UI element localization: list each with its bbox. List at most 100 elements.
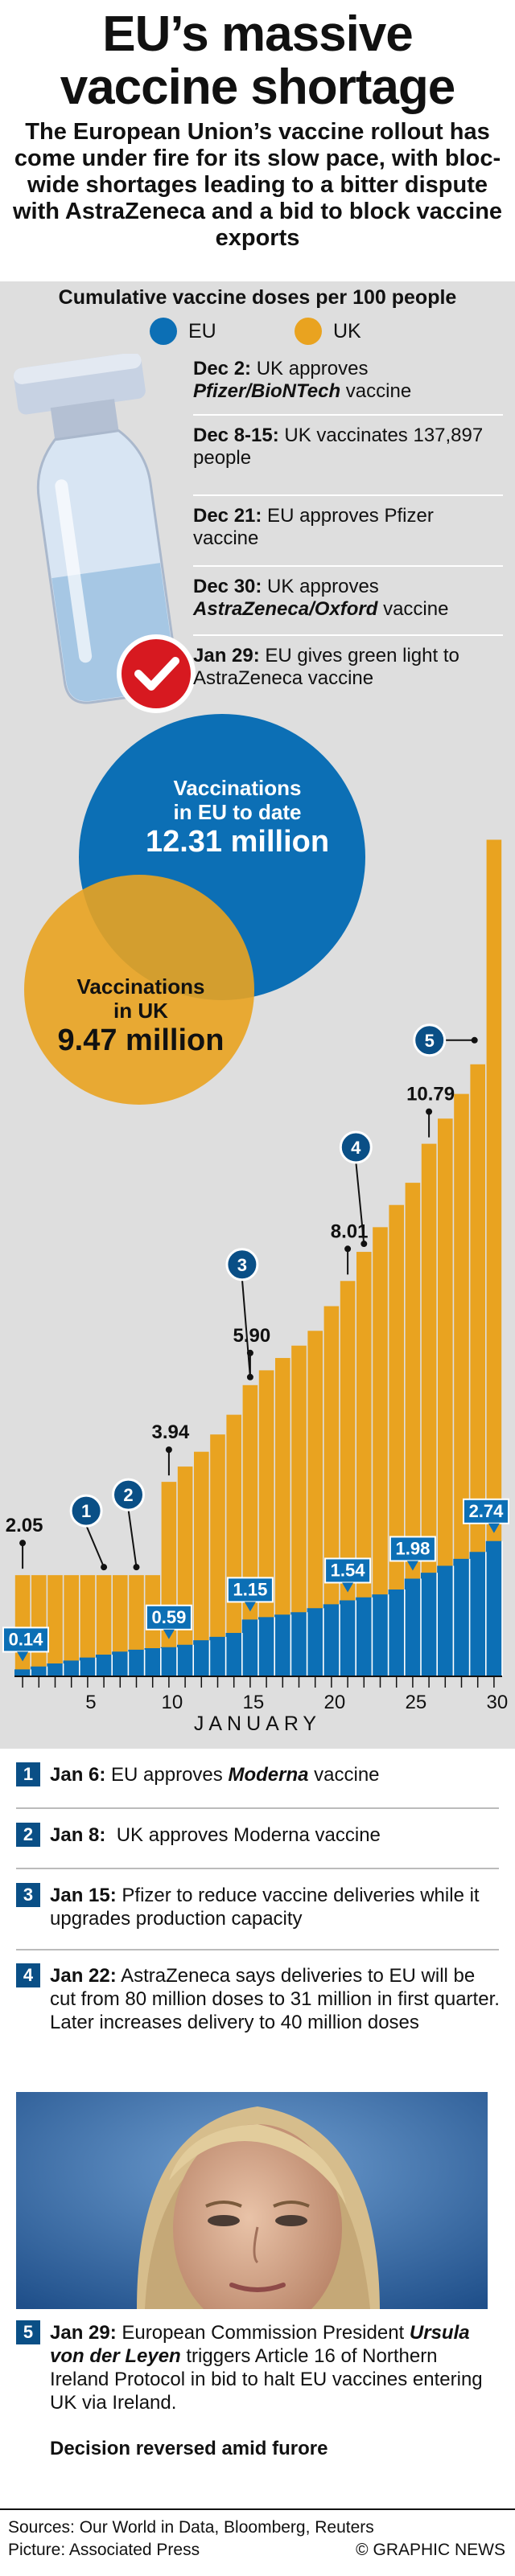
eu-label-box: [2, 1626, 49, 1653]
eu-vaccinations-text: Vaccinations in EU to date 12.31 million: [145, 776, 330, 859]
annotation-4: 4 Jan 22: AstraZeneca says deliveries to…: [16, 1962, 500, 2066]
uk-bar-day-23: [373, 1227, 388, 1676]
x-tick-label: 20: [324, 1692, 346, 1713]
timeline-item-4: Dec 30: UK approves AstraZeneca/Oxford v…: [193, 576, 449, 620]
marker-dot: [246, 1373, 253, 1380]
marker-badge: [413, 1023, 447, 1057]
timeline-item-1: Dec 2: UK approves Pfizer/BioNTech vacci…: [193, 358, 412, 402]
legend-uk: UK: [295, 318, 361, 345]
marker-leader: [127, 1509, 138, 1568]
eu-label-pointer: [244, 1602, 256, 1612]
annotation-number-badge: 1: [16, 1762, 40, 1786]
marker-dot: [471, 1036, 478, 1044]
eu-value-label: 2.74: [469, 1501, 505, 1521]
uk-bar-day-28: [454, 1093, 469, 1676]
legend-uk-label: UK: [333, 319, 361, 343]
marker-number: 3: [237, 1255, 247, 1275]
eu-value-label: 1.98: [395, 1538, 430, 1558]
annotation-3: 3 Jan 15: Pfizer to reduce vaccine deliv…: [16, 1881, 499, 1933]
uk-bar-day-27: [438, 1118, 453, 1676]
uk-value-label: 3.94: [152, 1421, 190, 1443]
marker-dot: [101, 1564, 108, 1571]
uk-bar-day-4: [64, 1575, 79, 1676]
decision-note: Decision reversed amid furore: [50, 2438, 328, 2459]
vaccine-doses-chart: 510152025302.053.945.908.0110.7916.950.1…: [2, 839, 509, 1713]
sources: Sources: Our World in Data, Bloomberg, R…: [8, 2518, 374, 2537]
marker-badge: [339, 1130, 373, 1164]
timeline-item-3: Dec 21: EU approves Pfizer vaccine: [193, 505, 434, 549]
uk-bar-day-12: [194, 1451, 209, 1676]
uk-bar-day-3: [47, 1575, 63, 1676]
annotation-2: 2 Jan 8: UK approves Moderna vaccine: [16, 1821, 499, 1850]
annotation-divider: [16, 1868, 499, 1869]
x-tick-label: 10: [162, 1692, 183, 1713]
timeline-divider: [193, 634, 503, 636]
annotation-number-badge: 3: [16, 1883, 40, 1907]
timeline-divider: [193, 414, 503, 416]
marker-dot: [133, 1564, 140, 1571]
eu-value-label: 0.14: [9, 1629, 44, 1649]
timeline-divider: [193, 565, 503, 567]
uk-bar-day-17: [275, 1358, 290, 1676]
eu-label-pointer: [163, 1629, 175, 1639]
marker-number: 1: [81, 1501, 91, 1521]
eu-label-pointer: [406, 1561, 418, 1571]
marker-leader: [355, 1161, 365, 1245]
legend-uk-swatch: [295, 318, 322, 345]
annotation-number-badge: 2: [16, 1823, 40, 1847]
uk-bar-day-6: [96, 1575, 112, 1676]
uk-bar-day-20: [323, 1306, 340, 1676]
uk-bar-day-13: [210, 1434, 225, 1676]
eu-label-box: [145, 1604, 192, 1631]
annotation-1: 1 Jan 6: EU approves Moderna vaccine: [16, 1761, 499, 1790]
uk-label-dot: [426, 1108, 433, 1115]
uk-vaccinations-circle: [24, 875, 254, 1105]
eu-value-label: 1.54: [331, 1560, 366, 1580]
picture-credit: Picture: Associated Press: [8, 2541, 200, 2559]
uk-bar-day-14: [226, 1414, 241, 1676]
eu-label-pointer: [488, 1523, 500, 1533]
marker-badge: [69, 1494, 103, 1528]
annotation-number-badge: 4: [16, 1963, 40, 1987]
marker-leader: [241, 1278, 251, 1377]
uk-bar-day-10: [161, 1482, 177, 1676]
eu-label-box: [389, 1536, 436, 1562]
uk-bar-day-30: [486, 839, 502, 1676]
uk-value-label: 5.90: [233, 1325, 271, 1347]
uk-label-dot: [165, 1446, 172, 1454]
eu-label-pointer: [17, 1651, 29, 1662]
x-tick-label: 15: [243, 1692, 265, 1713]
x-tick-label: 25: [406, 1692, 427, 1713]
marker-number: 5: [425, 1031, 435, 1051]
title-line-1: EU’s massive: [102, 6, 414, 62]
uk-value-label: 10.79: [406, 1084, 455, 1105]
graphic-news-credit: © GRAPHIC NEWS: [356, 2541, 505, 2559]
annotation-number-badge: 5: [16, 2320, 40, 2344]
marker-badge: [225, 1248, 259, 1282]
uk-value-label: 2.05: [6, 1515, 43, 1536]
legend-eu-swatch: [150, 318, 177, 345]
footer-rule: [0, 2508, 515, 2510]
timeline-item-5: Jan 29: EU gives green light to AstraZen…: [193, 645, 459, 689]
marker-dot: [360, 1241, 368, 1248]
annotation-divider: [16, 1807, 499, 1809]
uk-label-dot: [344, 1245, 352, 1253]
x-axis-label: JANUARY: [193, 1713, 322, 1735]
annotation-5: 5 Jan 29: European Commission President …: [16, 2319, 499, 2423]
vaccine-vial-icon: [13, 354, 196, 713]
legend-eu: EU: [150, 318, 216, 345]
marker-badge: [112, 1478, 145, 1512]
uk-bar-day-5: [80, 1575, 96, 1676]
timeline-item-2: Dec 8-15: UK vaccinates 137,897 people: [193, 425, 484, 469]
title-line-2: vaccine shortage: [60, 59, 456, 115]
x-tick-label: 30: [487, 1692, 509, 1713]
ursula-von-der-leyen-photo: [16, 2092, 488, 2309]
marker-leader: [85, 1524, 105, 1568]
marker-number: 2: [123, 1485, 133, 1505]
eu-value-label: 0.59: [151, 1607, 186, 1627]
uk-vaccinations-text: Vaccinations in UK 9.47 million: [57, 974, 225, 1057]
uk-bar-day-2: [31, 1575, 47, 1676]
legend-eu-label: EU: [188, 319, 216, 343]
subtitle: The European Union’s vaccine rollout has…: [12, 119, 503, 251]
marker-number: 4: [351, 1138, 361, 1158]
